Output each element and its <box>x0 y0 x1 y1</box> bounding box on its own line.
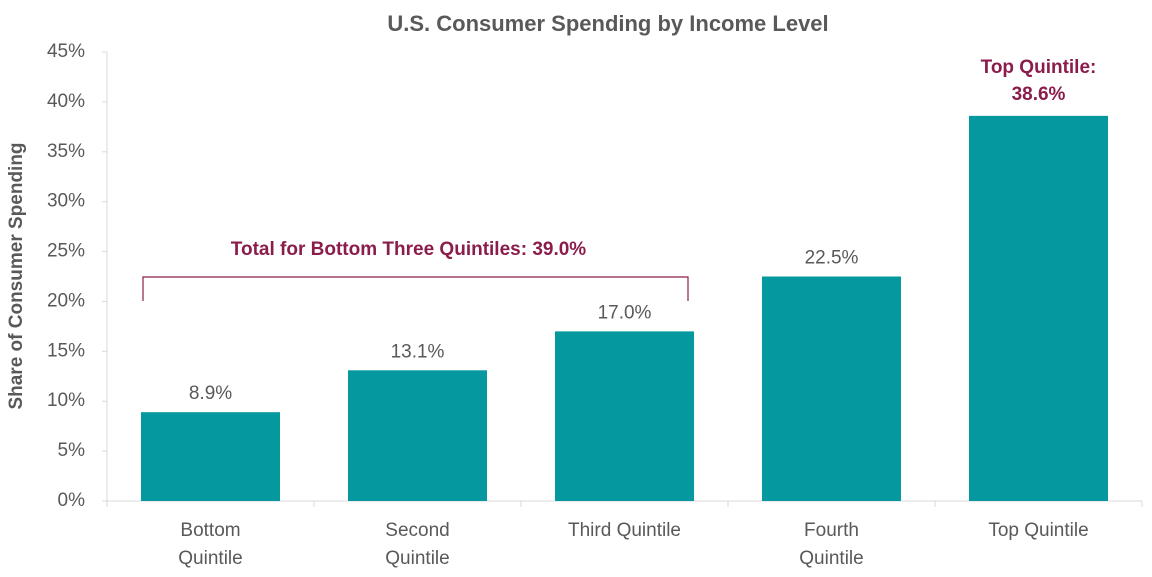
y-tick-label: 20% <box>47 290 85 311</box>
x-tick-label: Top Quintile <box>988 520 1089 541</box>
bar <box>762 276 901 501</box>
value-label-box: Top Quintile: 38.6% <box>980 56 1097 105</box>
value-label: Top Quintile: 38.6% <box>980 56 1097 105</box>
x-tick-label: Third Quintile <box>568 520 681 541</box>
y-tick-label: 5% <box>58 440 86 461</box>
bracket <box>142 276 689 301</box>
value-label: 17.0% <box>598 302 652 323</box>
y-tick-label: 40% <box>47 91 85 112</box>
y-tick-label: 10% <box>47 390 85 411</box>
x-tick-label: Second Quintile <box>385 520 450 569</box>
y-tick-label: 35% <box>47 141 85 162</box>
y-tick-label: 30% <box>47 191 85 212</box>
bar <box>348 370 487 501</box>
bar <box>969 115 1108 501</box>
y-tick-label: 45% <box>47 41 85 62</box>
annotation: Total for Bottom Three Quintiles: 39.0% <box>231 239 587 260</box>
x-tick-label: Bottom Quintile <box>178 520 243 569</box>
y-tick-label: 0% <box>58 490 86 511</box>
y-axis-label: Share of Consumer Spending <box>6 142 27 409</box>
x-tick-label: Fourth Quintile <box>799 520 864 569</box>
value-label: 22.5% <box>805 248 859 269</box>
bar <box>555 331 694 501</box>
y-tick-label: 25% <box>47 241 85 262</box>
value-label: 13.1% <box>391 341 445 362</box>
bar <box>141 412 280 501</box>
value-label: 8.9% <box>189 383 232 404</box>
y-tick-label: 15% <box>47 340 85 361</box>
chart-title: U.S. Consumer Spending by Income Level <box>387 11 828 36</box>
